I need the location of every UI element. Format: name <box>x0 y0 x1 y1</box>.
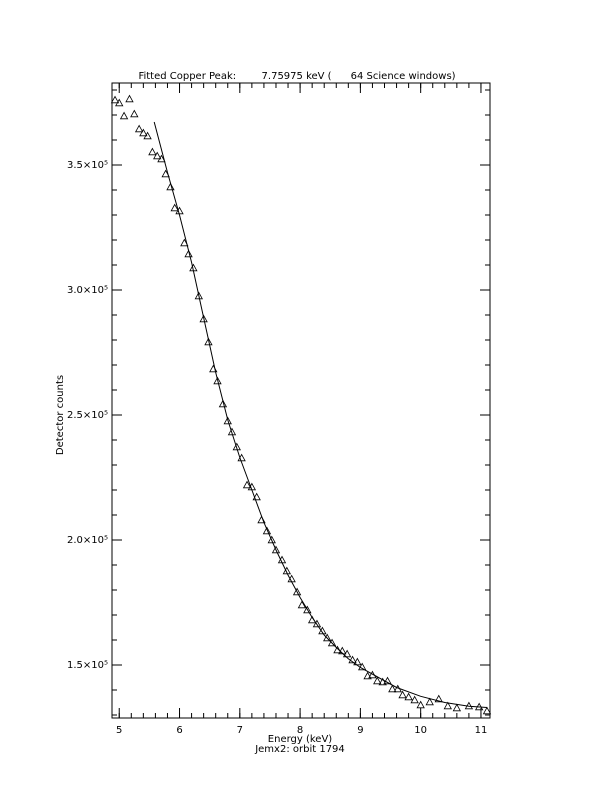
data-point <box>348 655 357 664</box>
data-point <box>218 399 228 408</box>
data-point <box>482 706 492 715</box>
data-point <box>464 701 474 710</box>
data-point <box>252 492 261 501</box>
data-point <box>404 692 413 701</box>
data-point <box>393 684 402 693</box>
data-point <box>223 416 232 425</box>
data-point <box>110 95 120 104</box>
data-point <box>333 645 342 654</box>
data-point <box>157 154 166 163</box>
data-point <box>153 151 162 160</box>
data-point <box>204 337 213 346</box>
fit-line <box>153 121 488 708</box>
data-point <box>378 677 387 686</box>
data-point <box>358 662 367 671</box>
data-point <box>425 697 434 706</box>
data-point <box>125 94 134 103</box>
data-point <box>303 605 312 614</box>
data-point <box>388 684 397 693</box>
data-point <box>199 314 208 323</box>
data-point <box>189 263 198 272</box>
data-point <box>115 98 124 107</box>
x-tick-label: 5 <box>116 725 122 736</box>
data-point <box>209 364 218 373</box>
y-tick-label: 2.5×10⁵ <box>67 410 108 421</box>
chart-title: Fitted Copper Peak: 7.75975 keV ( 64 Sci… <box>138 71 455 82</box>
x-axis-label: Energy (keV) <box>268 734 333 745</box>
y-tick-label: 2.0×10⁵ <box>67 535 108 546</box>
x-tick-label: 10 <box>414 725 427 736</box>
data-point <box>119 111 129 120</box>
data-point <box>363 671 372 680</box>
data-point <box>282 566 292 575</box>
data-point <box>134 124 144 133</box>
data-point <box>143 131 152 140</box>
data-point <box>292 587 302 596</box>
data-point <box>166 182 175 191</box>
data-point <box>180 238 189 247</box>
y-tick-label: 3.5×10⁵ <box>67 160 108 171</box>
data-point <box>170 203 179 212</box>
data-point <box>312 619 322 628</box>
data-point <box>353 657 362 666</box>
data-point <box>373 676 382 685</box>
data-point <box>161 169 170 178</box>
data-point <box>213 376 222 385</box>
plot-frame <box>111 82 491 719</box>
data-point <box>452 703 462 712</box>
data-point <box>130 109 139 118</box>
data-point <box>416 700 425 709</box>
data-point <box>139 128 148 137</box>
data-point <box>327 638 337 647</box>
data-point <box>287 574 296 583</box>
data-point <box>267 535 276 544</box>
data-point <box>474 702 484 711</box>
data-point <box>338 646 347 655</box>
x-tick-label: 11 <box>475 725 488 736</box>
data-point <box>148 147 157 156</box>
data-point <box>194 291 203 300</box>
data-point <box>434 694 443 703</box>
data-point <box>227 427 237 436</box>
x-tick-label: 9 <box>357 725 363 736</box>
y-axis-label: Detector counts <box>55 375 66 455</box>
chart-subtitle: Jemx2: orbit 1794 <box>254 744 345 755</box>
y-tick-label: 1.5×10⁵ <box>67 660 108 671</box>
data-point <box>410 695 419 704</box>
data-point <box>318 626 327 635</box>
data-point <box>262 526 272 535</box>
data-point <box>398 690 407 699</box>
data-point <box>342 649 352 658</box>
data-point <box>383 676 392 685</box>
data-point <box>184 249 193 258</box>
x-tick-label: 7 <box>237 725 243 736</box>
data-point <box>232 442 241 451</box>
x-tick-label: 8 <box>297 725 303 736</box>
data-point <box>307 615 317 624</box>
data-point <box>237 453 246 462</box>
data-point <box>368 670 377 679</box>
data-point <box>271 545 281 554</box>
data-point <box>277 555 287 564</box>
data-point <box>323 633 332 642</box>
data-point <box>247 482 257 491</box>
data-point <box>257 515 266 524</box>
data-point <box>242 480 252 489</box>
data-point <box>175 206 184 215</box>
data-point <box>443 701 452 710</box>
x-tick-label: 6 <box>176 725 182 736</box>
data-point <box>297 600 307 609</box>
y-tick-label: 3.0×10⁵ <box>67 285 108 296</box>
